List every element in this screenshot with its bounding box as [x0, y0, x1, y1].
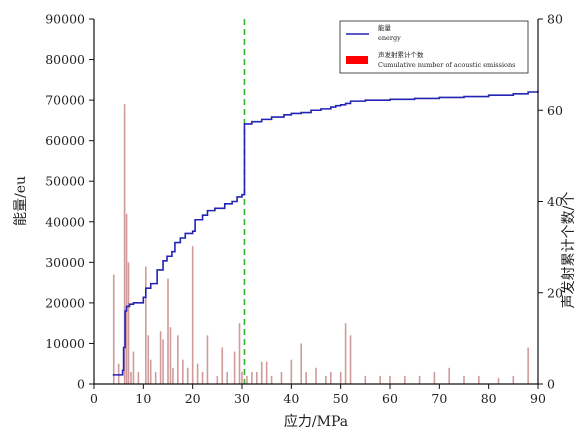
emission-bar — [130, 371, 132, 384]
x-tick-label: 60 — [382, 391, 398, 406]
y-left-tick-label: 60000 — [45, 133, 85, 148]
legend: 能量 energy 声发射累计个数 Cumulative number of a… — [339, 20, 529, 74]
y-right-tick-label: 60 — [547, 103, 563, 118]
emission-bar — [206, 335, 209, 384]
x-axis-title: 应力/MPa — [284, 413, 348, 430]
emission-bar — [433, 371, 436, 384]
emission-bar — [112, 274, 115, 384]
emission-bar — [463, 375, 465, 384]
y-left-tick-label: 70000 — [45, 93, 85, 108]
y-right-tick-label: 20 — [547, 285, 563, 300]
emission-bar — [196, 363, 199, 384]
emission-bar — [221, 347, 224, 384]
emission-bar — [448, 367, 450, 384]
legend-energy-label-en: energy — [378, 34, 401, 42]
emission-bar — [117, 363, 120, 384]
emission-bar — [145, 266, 147, 384]
y-right-tick-label: 0 — [547, 377, 555, 392]
emission-bar — [147, 335, 150, 384]
x-tick-label: 30 — [234, 391, 250, 406]
y-left-tick-label: 40000 — [45, 214, 85, 229]
emission-bar — [527, 347, 529, 384]
emission-bar — [379, 375, 381, 384]
emission-bar — [162, 339, 164, 384]
emission-bar — [300, 343, 302, 384]
emission-bar — [349, 335, 352, 384]
emission-bar — [154, 371, 157, 384]
emission-bar — [418, 375, 421, 384]
emission-bar — [339, 371, 342, 384]
x-tick-label: 10 — [135, 391, 151, 406]
emission-bar — [238, 323, 241, 384]
legend-bars-label-en: Cumulative number of acoustic emissions — [378, 61, 515, 69]
y-right-axis-title: 声发射累计个数/个 — [561, 192, 577, 309]
emission-bar — [251, 371, 253, 384]
emission-bar — [216, 375, 219, 384]
emission-bar — [241, 371, 243, 384]
y-left-tick-label: 0 — [77, 377, 85, 392]
emission-bar — [182, 359, 184, 384]
y-left-tick-label: 80000 — [45, 52, 85, 67]
axis-ticks: 0 10 20 30 40 50 60 70 80 90010000200003000040000… — [45, 12, 563, 407]
x-tick-label: 0 — [90, 391, 98, 406]
emission-bar — [167, 278, 169, 384]
legend-bars-label-cn: 声发射累计个数 — [378, 50, 424, 59]
x-tick-label: 20 — [185, 391, 201, 406]
emission-bar — [280, 371, 283, 384]
emission-bar — [305, 371, 307, 384]
x-tick-label: 90 — [530, 391, 546, 406]
legend-box — [339, 20, 529, 74]
emission-bar — [265, 361, 268, 384]
emission-bar — [233, 351, 236, 384]
emission-bar — [127, 262, 130, 384]
energy-line — [112, 90, 539, 376]
emission-bar — [137, 371, 140, 384]
y-left-tick-label: 50000 — [45, 174, 85, 189]
x-tick-label: 70 — [431, 391, 447, 406]
emission-bar — [325, 375, 327, 384]
y-left-tick-label: 20000 — [45, 295, 85, 310]
legend-bars-swatch — [346, 56, 368, 64]
emission-bar — [149, 359, 152, 384]
y-right-tick-label: 80 — [547, 12, 563, 27]
legend-energy-label-cn: 能量 — [378, 23, 392, 32]
emission-bar — [260, 361, 263, 384]
emission-bar — [169, 327, 172, 384]
emission-bar — [186, 367, 189, 384]
x-tick-label: 80 — [481, 391, 497, 406]
emission-bar — [159, 331, 162, 384]
x-tick-label: 50 — [333, 391, 349, 406]
emission-bar — [132, 351, 135, 384]
emission-bar — [478, 375, 480, 384]
y-left-tick-label: 30000 — [45, 255, 85, 270]
y-left-tick-label: 90000 — [45, 12, 85, 27]
emission-bar — [123, 104, 126, 385]
emission-bar — [246, 375, 248, 384]
y-left-tick-label: 10000 — [45, 336, 85, 351]
emission-bar — [364, 375, 367, 384]
emission-bar — [290, 359, 293, 384]
emission-bar — [330, 371, 332, 384]
y-left-axis-title: 能量/eu — [13, 176, 29, 226]
emission-bar — [201, 371, 204, 384]
plot-area — [94, 19, 538, 384]
emission-bar — [497, 377, 500, 384]
emission-bar — [226, 371, 228, 384]
emission-bar — [389, 375, 391, 384]
x-tick-label: 40 — [283, 391, 299, 406]
emission-bar — [404, 375, 406, 384]
y-right-tick-label: 40 — [547, 194, 563, 209]
emission-bar — [191, 246, 194, 384]
emission-bar — [315, 367, 317, 384]
emission-bar — [344, 323, 347, 384]
emission-bar — [172, 367, 174, 384]
emission-bar — [512, 375, 515, 384]
emission-bars — [112, 104, 529, 385]
emission-bar — [256, 371, 258, 384]
emission-bar — [177, 335, 179, 384]
emission-bar — [270, 375, 273, 384]
emission-bar — [125, 213, 128, 384]
